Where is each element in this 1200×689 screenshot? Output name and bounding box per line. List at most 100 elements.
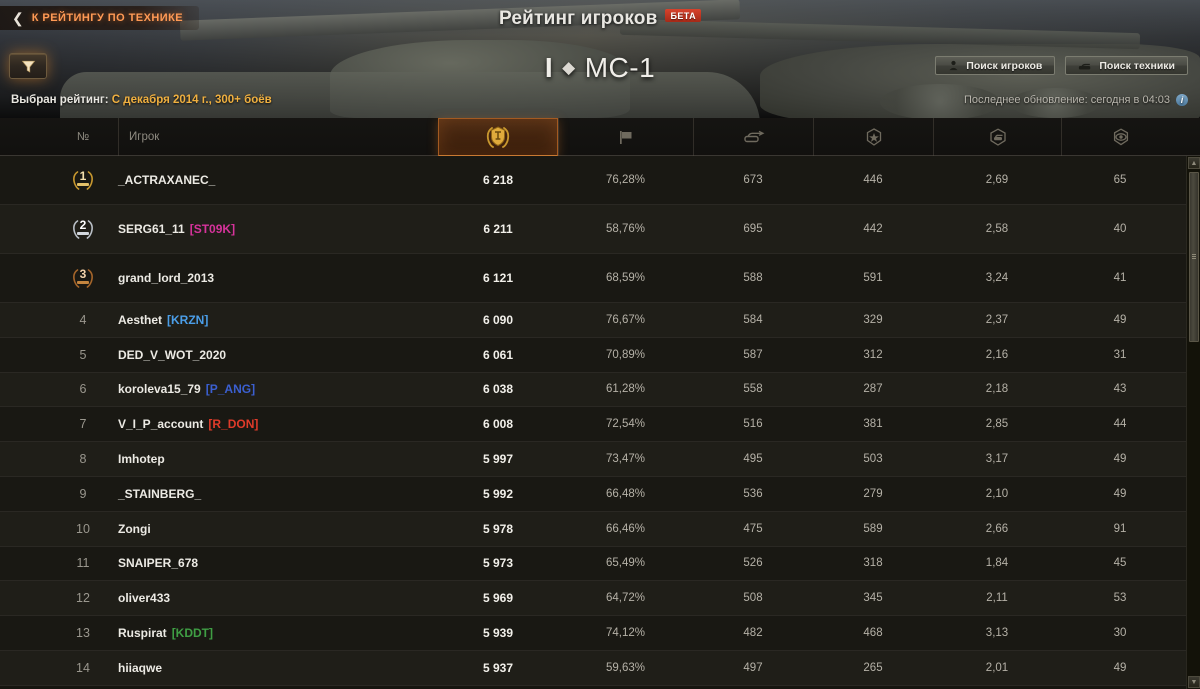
frags-cell: 1,84	[933, 547, 1061, 581]
player-cell[interactable]: koroleva15_79 [P_ANG]	[118, 373, 438, 407]
vertical-scrollbar[interactable]: ▲ ▼	[1186, 156, 1200, 689]
experience-value: 329	[863, 313, 883, 326]
spotted-value: 49	[1113, 313, 1127, 326]
flag-icon	[620, 130, 632, 144]
rank-cell: 5	[48, 338, 118, 372]
player-cell[interactable]: Ruspirat [KDDT]	[118, 616, 438, 650]
column-header-rank[interactable]: №	[48, 118, 118, 156]
player-cell[interactable]: Aesthet [KRZN]	[118, 303, 438, 337]
spotted-value: 43	[1113, 383, 1127, 396]
spotted-cell: 49	[1061, 477, 1179, 511]
winrate-cell: 61,28%	[558, 373, 693, 407]
player-cell[interactable]: SERG61_11 [ST09K]	[118, 205, 438, 253]
table-row[interactable]: 14 hiiaqwe 5 937 59,63% 497 265 2,01 49	[0, 650, 1200, 686]
spotted-cell: 91	[1061, 512, 1179, 546]
rank-number: 11	[76, 556, 90, 571]
frags-value: 3,17	[985, 453, 1009, 466]
wreath-badge-icon	[486, 126, 510, 148]
damage-value: 584	[743, 313, 763, 326]
rank-medal: 1	[70, 168, 96, 192]
selected-rating-value: С декабря 2014 г., 300+ боёв	[111, 94, 272, 106]
damage-cell: 495	[693, 442, 813, 476]
winrate-cell: 66,46%	[558, 512, 693, 546]
player-cell[interactable]: DED_V_WOT_2020	[118, 338, 438, 372]
scroll-down-arrow-icon[interactable]: ▼	[1188, 676, 1200, 688]
table-row[interactable]: 1 _ACTRAXANEC_ 6 218 76,28% 673 446 2,69 65	[0, 156, 1200, 205]
experience-value: 381	[863, 418, 883, 431]
frags-cell: 2,85	[933, 407, 1061, 441]
table-row[interactable]: 2 SERG61_11 [ST09K] 6 211 58,76% 695 442 2,58 4…	[0, 205, 1200, 254]
player-cell[interactable]: grand_lord_2013	[118, 254, 438, 302]
player-cell[interactable]: SNAIPER_678	[118, 547, 438, 581]
info-icon[interactable]: i	[1176, 94, 1188, 106]
frags-value: 3,24	[985, 272, 1009, 284]
table-row[interactable]: 6 koroleva15_79 [P_ANG] 6 038 61,28% 558 287 2,…	[0, 372, 1200, 408]
player-cell[interactable]: oliver433	[118, 581, 438, 615]
clan-tag[interactable]: [P_ANG]	[205, 382, 256, 397]
frags-cell: 2,37	[933, 303, 1061, 337]
column-header-rating[interactable]	[438, 118, 558, 156]
column-header-player[interactable]: Игрок	[118, 118, 438, 156]
table-row[interactable]: 5 DED_V_WOT_2020 6 061 70,89% 587 312 2,16 31	[0, 337, 1200, 373]
clan-tag[interactable]: [KRZN]	[167, 312, 209, 327]
search-players-button[interactable]: Поиск игроков	[935, 56, 1056, 75]
table-row[interactable]: 13 Ruspirat [KDDT] 5 939 74,12% 482 468 3,13 30	[0, 616, 1200, 651]
search-vehicles-button[interactable]: Поиск техники	[1065, 56, 1188, 75]
winrate-cell: 68,59%	[558, 254, 693, 302]
table-row[interactable]: 7 V_I_P_account [R_DON] 6 008 72,54% 516 381 2,…	[0, 407, 1200, 443]
table-row[interactable]: 11 SNAIPER_678 5 973 65,49% 526 318 1,84 45	[0, 546, 1200, 582]
spotted-cell: 40	[1061, 205, 1179, 253]
column-header-experience[interactable]	[813, 118, 933, 156]
column-header-spotted[interactable]	[1061, 118, 1179, 156]
player-cell[interactable]: Imhotep	[118, 442, 438, 476]
spotted-cell: 49	[1061, 303, 1179, 337]
spotted-value: 49	[1113, 453, 1127, 466]
column-header-winrate[interactable]	[558, 118, 693, 156]
rank-number: 12	[76, 591, 90, 606]
star-icon	[866, 127, 881, 146]
winrate-value: 61,28%	[605, 383, 645, 396]
experience-value: 318	[863, 557, 883, 570]
player-cell[interactable]: Zongi	[118, 512, 438, 546]
clan-tag[interactable]: [KDDT]	[171, 626, 214, 641]
filter-button[interactable]	[9, 53, 47, 79]
column-header-frags[interactable]	[933, 118, 1061, 156]
rating-cell: 6 211	[438, 205, 558, 253]
table-row[interactable]: 12 oliver433 5 969 64,72% 508 345 2,11 53	[0, 581, 1200, 617]
winrate-value: 72,54%	[605, 418, 645, 431]
column-header-damage[interactable]	[693, 118, 813, 156]
player-cell[interactable]: V_I_P_account [R_DON]	[118, 407, 438, 441]
player-cell[interactable]: _ACTRAXANEC_	[118, 156, 438, 204]
damage-value: 516	[743, 418, 763, 431]
table-row[interactable]: 8 Imhotep 5 997 73,47% 495 503 3,17 49	[0, 442, 1200, 477]
clan-tag[interactable]: [R_DON]	[208, 417, 259, 432]
experience-value: 591	[863, 272, 883, 284]
damage-value: 558	[743, 383, 763, 396]
rating-value: 5 937	[482, 660, 514, 675]
rank-number: 6	[79, 382, 87, 397]
rank-cell: 3	[48, 254, 118, 302]
spotted-cell: 31	[1061, 338, 1179, 372]
scrollbar-thumb[interactable]	[1189, 172, 1199, 342]
rank-medal: 2	[70, 217, 96, 241]
player-cell[interactable]: hiiaqwe	[118, 651, 438, 685]
table-row[interactable]: 10 Zongi 5 978 66,46% 475 589 2,66 91	[0, 511, 1200, 547]
scroll-up-arrow-icon[interactable]: ▲	[1188, 157, 1200, 169]
winrate-value: 59,63%	[605, 661, 645, 674]
damage-cell: 526	[693, 547, 813, 581]
player-cell[interactable]: _STAINBERG_	[118, 477, 438, 511]
rating-value: 5 997	[482, 452, 514, 467]
back-to-vehicle-rating-link[interactable]: ❮ К РЕЙТИНГУ ПО ТЕХНИКЕ	[0, 6, 200, 30]
table-row[interactable]: 9 _STAINBERG_ 5 992 66,48% 536 279 2,10 49	[0, 476, 1200, 512]
rating-value: 6 121	[482, 271, 514, 285]
table-row[interactable]: 4 Aesthet [KRZN] 6 090 76,67% 584 329 2,37 49	[0, 303, 1200, 338]
rank-cell: 13	[48, 616, 118, 650]
experience-cell: 265	[813, 651, 933, 685]
table-row[interactable]: 3 grand_lord_2013 6 121 68,59% 588 591 3,24 41	[0, 254, 1200, 303]
winrate-cell: 74,12%	[558, 616, 693, 650]
spotted-cell: 41	[1061, 254, 1179, 302]
clan-tag[interactable]: [ST09K]	[189, 222, 236, 236]
spotted-value: 49	[1113, 487, 1127, 500]
rating-value: 6 008	[482, 417, 514, 432]
